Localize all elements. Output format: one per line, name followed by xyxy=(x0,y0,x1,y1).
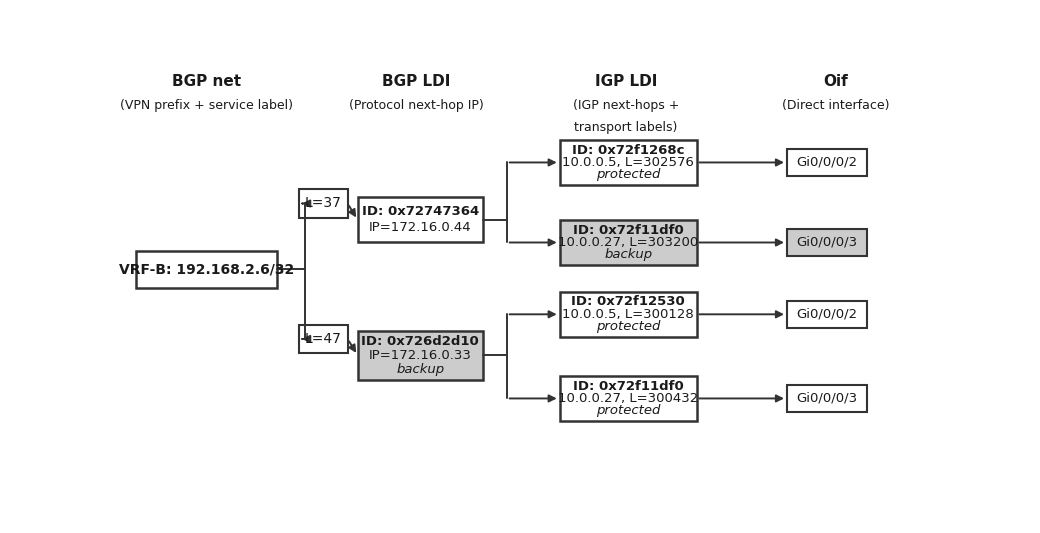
FancyBboxPatch shape xyxy=(560,140,697,185)
Text: ID: 0x72f12530: ID: 0x72f12530 xyxy=(571,295,685,309)
Text: (Protocol next-hop IP): (Protocol next-hop IP) xyxy=(348,99,484,112)
Text: (IGP next-hops +: (IGP next-hops + xyxy=(572,99,679,112)
Text: (Direct interface): (Direct interface) xyxy=(781,99,889,112)
Text: backup: backup xyxy=(604,248,652,261)
FancyBboxPatch shape xyxy=(787,229,867,256)
Text: Gi0/0/0/3: Gi0/0/0/3 xyxy=(797,392,858,405)
Text: protected: protected xyxy=(596,168,660,181)
FancyBboxPatch shape xyxy=(787,301,867,328)
Text: BGP net: BGP net xyxy=(172,74,241,89)
Text: ID: 0x72f1268c: ID: 0x72f1268c xyxy=(572,144,684,157)
Text: 10.0.0.27, L=303200: 10.0.0.27, L=303200 xyxy=(558,236,698,249)
FancyBboxPatch shape xyxy=(358,197,483,243)
Text: ID: 0x72f11df0: ID: 0x72f11df0 xyxy=(573,224,683,237)
Text: ID: 0x726d2d10: ID: 0x726d2d10 xyxy=(361,335,479,348)
Text: IP=172.16.0.44: IP=172.16.0.44 xyxy=(369,221,471,234)
FancyBboxPatch shape xyxy=(560,292,697,337)
Text: Gi0/0/0/2: Gi0/0/0/2 xyxy=(797,156,858,169)
Text: 10.0.0.5, L=300128: 10.0.0.5, L=300128 xyxy=(563,308,694,321)
Text: Gi0/0/0/2: Gi0/0/0/2 xyxy=(797,308,858,321)
FancyBboxPatch shape xyxy=(300,189,347,218)
Text: 10.0.0.5, L=302576: 10.0.0.5, L=302576 xyxy=(563,156,694,169)
Text: IGP LDI: IGP LDI xyxy=(595,74,657,89)
Text: backup: backup xyxy=(396,363,444,376)
Text: protected: protected xyxy=(596,404,660,417)
FancyBboxPatch shape xyxy=(787,385,867,412)
Text: L=37: L=37 xyxy=(305,197,342,211)
Text: VRF-B: 192.168.2.6/32: VRF-B: 192.168.2.6/32 xyxy=(119,262,294,276)
FancyBboxPatch shape xyxy=(560,220,697,265)
Text: Gi0/0/0/3: Gi0/0/0/3 xyxy=(797,236,858,249)
Text: 10.0.0.27, L=300432: 10.0.0.27, L=300432 xyxy=(558,392,698,405)
FancyBboxPatch shape xyxy=(300,325,347,353)
Text: L=47: L=47 xyxy=(305,332,342,346)
FancyBboxPatch shape xyxy=(560,376,697,421)
FancyBboxPatch shape xyxy=(787,149,867,176)
Text: ID: 0x72f11df0: ID: 0x72f11df0 xyxy=(573,379,683,393)
Text: BGP LDI: BGP LDI xyxy=(382,74,450,89)
FancyBboxPatch shape xyxy=(136,251,277,288)
Text: protected: protected xyxy=(596,320,660,333)
Text: transport labels): transport labels) xyxy=(574,122,677,134)
Text: ID: 0x72747364: ID: 0x72747364 xyxy=(362,205,478,218)
Text: IP=172.16.0.33: IP=172.16.0.33 xyxy=(369,349,471,362)
Text: Oif: Oif xyxy=(823,74,848,89)
Text: (VPN prefix + service label): (VPN prefix + service label) xyxy=(120,99,293,112)
FancyBboxPatch shape xyxy=(358,330,483,380)
